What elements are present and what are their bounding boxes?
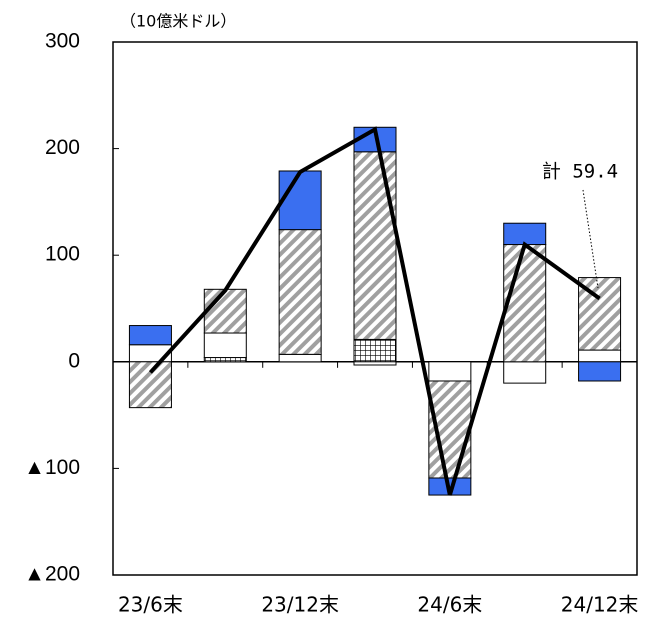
bar-segment [353, 338, 397, 363]
bar-segment [428, 361, 472, 382]
bar-segment [503, 244, 547, 363]
x-tick-label: 24/6末 [417, 593, 482, 617]
x-tick-label: 24/12末 [561, 593, 639, 617]
bar-segment [278, 170, 322, 231]
bar-segment [578, 361, 622, 382]
bar-segment [578, 349, 622, 363]
y-tick-label: 200 [45, 136, 80, 159]
bar-segment [203, 332, 247, 359]
plot-frame [112, 41, 638, 576]
bar-segment [353, 361, 397, 366]
y-tick-label: ▲200 [24, 563, 80, 586]
bar-segment [278, 353, 322, 363]
y-tick-label: 0 [68, 349, 80, 372]
bar-segment [128, 325, 172, 346]
bar-segment [203, 288, 247, 334]
annotation-leader [582, 189, 599, 289]
bar-segment [503, 222, 547, 246]
x-tick-label: 23/6末 [118, 593, 183, 617]
bar-segment [278, 229, 322, 355]
y-tick-label: 300 [45, 30, 80, 53]
x-tick-label: 23/12末 [261, 593, 339, 617]
y-tick-label: ▲100 [24, 456, 80, 479]
bar-segment [128, 361, 172, 409]
y-axis-label: （10億米ドル） [120, 12, 236, 31]
annotation: 計 59.4 [542, 161, 618, 183]
bar-segment [503, 361, 547, 384]
y-tick-label: 100 [45, 243, 80, 266]
bar-segment [353, 151, 397, 340]
total-line [148, 126, 601, 496]
bar-segment [203, 357, 247, 363]
